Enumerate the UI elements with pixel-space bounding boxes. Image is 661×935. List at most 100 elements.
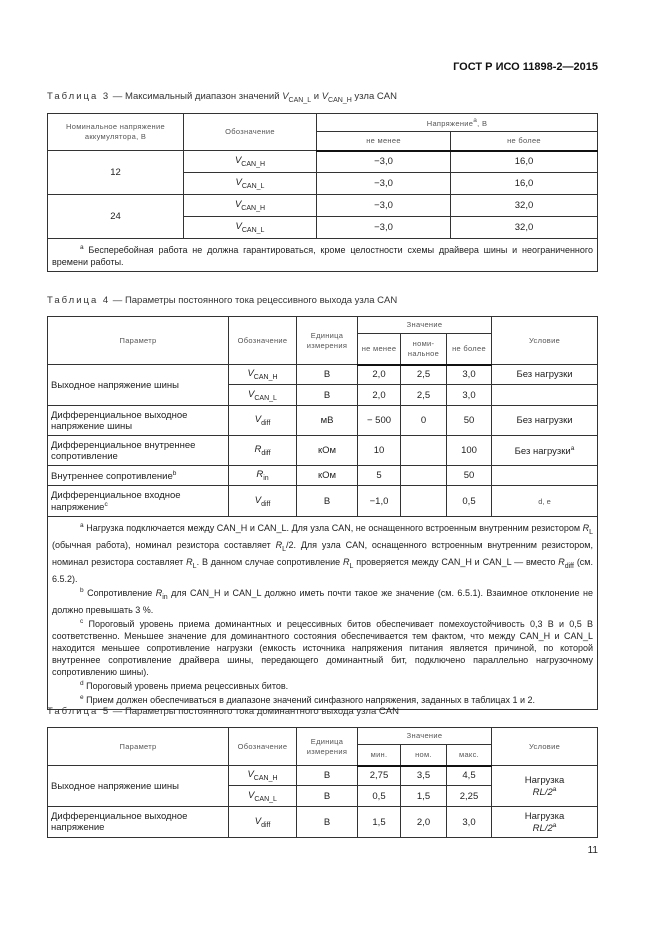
symbol: R: [558, 557, 565, 567]
table-row: VCAN_L В 2,0 2,5 3,0: [48, 384, 598, 406]
symbol: R: [186, 557, 193, 567]
symbol: V: [247, 769, 254, 780]
designation-cell: Rdiff: [228, 435, 297, 466]
header-nom: ном.: [400, 744, 447, 767]
footnote-mark: a: [80, 522, 84, 529]
header-designation: Обозначение: [183, 113, 317, 151]
symbol-subscript: in: [263, 475, 269, 482]
symbol-subscript: diff: [261, 420, 271, 427]
designation-cell: Vdiff: [228, 405, 297, 436]
header-designation: Обозначение: [228, 727, 297, 766]
table-cell: мВ: [296, 405, 358, 436]
text-run: Пороговый уровень приема доминантных и р…: [52, 619, 593, 677]
text-run: проверяется между CAN_H и CAN_L — вместо: [353, 557, 559, 567]
cell-text: Выходное напряжение шины: [51, 780, 179, 792]
caption-text: — Параметры постоянного тока рецессивног…: [110, 295, 397, 306]
symbol-subscript: L: [192, 563, 197, 570]
header-unit: Единица измерения: [296, 727, 358, 766]
header-value: Значение: [356, 727, 493, 745]
table4: Параметр Обозначение Единица измерения З…: [47, 316, 598, 710]
symbol: R: [275, 540, 283, 550]
table-row: VCAN_L В 0,5 1,5 2,25: [48, 785, 598, 807]
designation-cell: VCAN_L: [183, 216, 317, 239]
table-row: Внутреннее сопротивлениеb Rin кОм 5 50: [47, 465, 598, 486]
header-condition: Условие: [491, 316, 598, 365]
header-max: не более: [450, 131, 598, 152]
table4-footnotes: a Нагрузка подключается между CAN_H и CA…: [47, 516, 598, 710]
symbol-subscript: L: [589, 529, 593, 536]
table-cell: 32,0: [450, 216, 598, 239]
footnote-mark: a: [80, 244, 84, 251]
footnote-mark: c: [80, 618, 84, 625]
table-cell: 16,0: [450, 172, 598, 195]
symbol-subscript: L: [349, 563, 354, 570]
table3-caption: Таблица 3 — Максимальный диапазон значен…: [47, 91, 397, 104]
cell-text: Дифференциальное выходное напряжение шин…: [51, 409, 188, 432]
cell-text: 24: [110, 211, 121, 222]
header-max: макс.: [445, 744, 493, 767]
table-cell: 16,0: [450, 150, 598, 173]
table-cell: −3,0: [316, 150, 451, 173]
caption-prefix: Таблица 3: [47, 91, 111, 102]
symbol: V: [248, 388, 255, 400]
cell-text: 12: [110, 167, 121, 178]
header-condition: Условие: [491, 727, 598, 766]
symbol-subscript: L: [282, 546, 286, 553]
symbol: R: [343, 557, 350, 567]
cell-text-line2: RL/2: [532, 822, 553, 834]
cell-text: Нагрузка: [524, 774, 565, 786]
cell-text: Дифференциальное внутреннее сопротивлени…: [51, 439, 196, 462]
cell-text: Без нагрузки: [514, 445, 571, 457]
symbol: V: [321, 91, 329, 102]
caption-prefix: Таблица 4: [47, 295, 111, 306]
caption-prefix: Таблица 5: [47, 706, 111, 717]
symbol: R: [254, 444, 262, 455]
table-cell: 24: [47, 194, 184, 239]
symbol: R: [582, 523, 590, 533]
table-cell: 2,0: [357, 364, 401, 385]
table-cell: −1,0: [357, 485, 401, 517]
table-cell: 1,5: [400, 785, 447, 807]
symbol: V: [234, 155, 242, 166]
header-battery: Номинальное напряжение аккумулятора, В: [47, 113, 184, 151]
header-min: не менее: [357, 333, 401, 366]
table-cell: В: [296, 384, 358, 406]
table-cell: 100: [445, 435, 493, 466]
symbol-subscript: CAN_L: [254, 795, 277, 803]
table-cell: Дифференциальное выходное напряжение шин…: [47, 405, 229, 436]
table-row: Дифференциальное выходное напряжение Vdif…: [47, 806, 598, 838]
symbol: V: [282, 91, 289, 102]
footnote-ref: c: [104, 500, 108, 508]
footnote: a Нагрузка подключается между CAN_H и CA…: [52, 520, 593, 585]
designation-cell: VCAN_L: [183, 172, 317, 195]
table-cell: − 500: [357, 405, 401, 436]
footnote-ref: a: [552, 785, 557, 793]
table-cell: В: [296, 806, 358, 838]
table-cell: Дифференциальное входное напряжениеc: [47, 485, 229, 517]
table-cell: 4,5: [445, 765, 493, 786]
text-run: /2. Для узла CAN, оснащенного встроенным…: [52, 540, 593, 567]
designation-cell: VCAN_H: [183, 150, 317, 173]
table-cell: Нагрузка RL/2a: [491, 765, 598, 807]
symbol: V: [235, 221, 242, 232]
table-cell: 12: [47, 150, 184, 195]
symbol-subscript: CAN_L: [254, 394, 277, 402]
table-cell: Внутреннее сопротивлениеb: [47, 465, 229, 486]
symbol: V: [248, 789, 255, 801]
table-cell: −3,0: [316, 216, 451, 239]
table-cell: Выходное напряжение шины: [47, 765, 229, 807]
table-cell: 10: [357, 435, 401, 466]
table-cell: Без нагрузки: [491, 364, 598, 385]
symbol-subscript: diff: [261, 821, 271, 829]
table-cell: Дифференциальное выходное напряжение: [47, 806, 229, 838]
text-run: для CAN_H и CAN_L должно иметь почти так…: [52, 588, 593, 615]
table-cell: 2,5: [400, 384, 447, 406]
table-cell: Без нагрузкиa: [491, 435, 598, 466]
symbol-subscript: CAN_L: [241, 183, 265, 190]
symbol: V: [247, 368, 254, 379]
footnote: b Сопротивление Rin для CAN_H и CAN_L до…: [52, 585, 593, 616]
text-run: узла CAN: [351, 91, 397, 102]
table-cell: Без нагрузки: [491, 405, 598, 436]
designation-cell: Vdiff: [228, 806, 297, 838]
footnote: c Пороговый уровень приема доминантных и…: [52, 616, 593, 678]
